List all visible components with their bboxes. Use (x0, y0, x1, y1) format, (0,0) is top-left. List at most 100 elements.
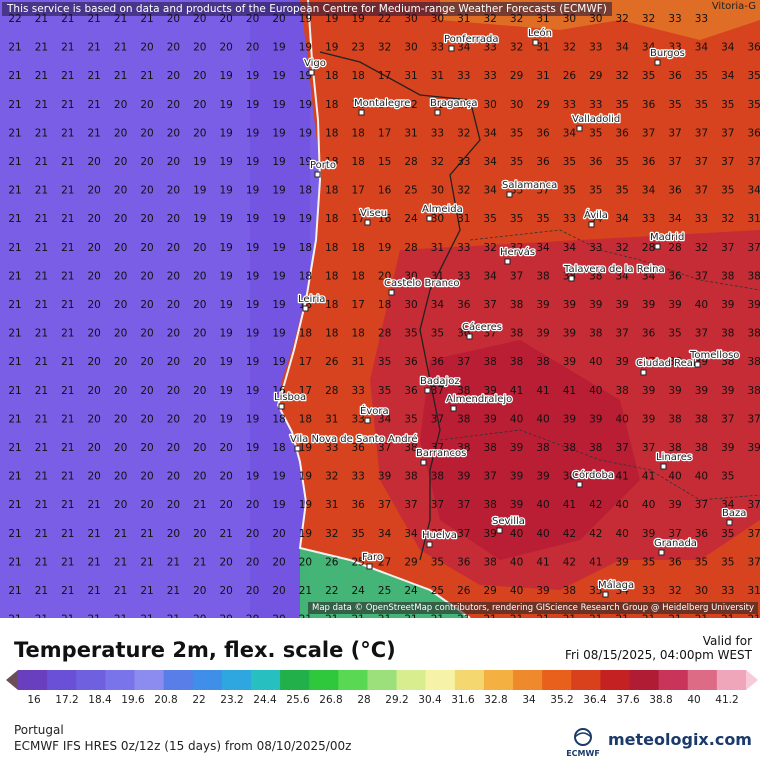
temperature-value: 19 (193, 185, 206, 197)
temperature-value: 21 (35, 385, 48, 397)
temperature-value: 21 (8, 185, 21, 197)
temperature-value: 21 (61, 614, 74, 618)
temperature-value: 20 (114, 99, 127, 111)
temperature-value: 36 (457, 556, 471, 568)
temperature-value: 19 (299, 99, 312, 111)
temperature-value: 33 (457, 156, 470, 168)
temperature-value: 20 (220, 471, 233, 483)
temperature-value: 26 (325, 556, 339, 568)
temperature-value: 20 (220, 585, 233, 597)
temperature-value: 19 (220, 242, 233, 254)
temperature-value: 39 (616, 556, 629, 568)
temperature-value: 39 (510, 499, 523, 511)
colorbar-min-arrow (6, 670, 18, 690)
colorbar-tick-label: 41.2 (715, 694, 739, 706)
temperature-value: 18 (325, 270, 338, 282)
temperature-value: 21 (35, 556, 48, 568)
temperature-value: 36 (748, 42, 760, 54)
temperature-value: 38 (748, 328, 760, 340)
temperature-value: 19 (220, 99, 233, 111)
temperature-value: 34 (695, 42, 709, 54)
temperature-value: 39 (668, 299, 681, 311)
colorbar-ticks: 16 17.2 18.4 19.6 20.8 22 23.2 24.4 25.6 26.8 28 29… (0, 694, 760, 710)
meteologix-brand[interactable]: meteologix.com (608, 730, 752, 749)
colorbar-segment (221, 670, 252, 690)
temperature-value: 20 (114, 471, 127, 483)
city-label: Sevilla (492, 516, 525, 527)
temperature-value: 20 (246, 528, 259, 540)
colorbar-segment (687, 670, 718, 690)
temperature-value: 19 (246, 356, 259, 368)
temperature-value: 24 (404, 585, 418, 597)
temperature-value: 21 (61, 528, 74, 540)
temperature-value: 35 (721, 471, 734, 483)
temperature-value: 20 (193, 42, 206, 54)
temperature-value: 19 (246, 385, 259, 397)
temperature-value: 35 (642, 70, 655, 82)
city-label: Málaga (598, 579, 634, 591)
temperature-value: 29 (589, 70, 602, 82)
temperature-value: 24 (404, 213, 418, 225)
temperature-value: 32 (325, 471, 338, 483)
temperature-value: 37 (668, 127, 681, 139)
temperature-value: 19 (272, 156, 285, 168)
temperature-value: 33 (668, 13, 681, 25)
temperature-value: 36 (431, 356, 445, 368)
coastline (276, 0, 471, 618)
temperature-value: 38 (510, 299, 523, 311)
temperature-value: 38 (404, 442, 417, 454)
temperature-value: 34 (668, 213, 682, 225)
temperature-value: 41 (536, 556, 549, 568)
temperature-value: 37 (748, 413, 760, 425)
temperature-value: 35 (668, 328, 681, 340)
colorbar-segment (47, 670, 77, 690)
temperature-value: 35 (589, 127, 602, 139)
temperature-value: 21 (61, 385, 74, 397)
temperature-value: 32 (457, 127, 470, 139)
temperature-value: 20 (140, 42, 153, 54)
temperature-value: 29 (484, 585, 497, 597)
temperature-value: 19 (299, 499, 312, 511)
temperature-value: 19 (220, 185, 233, 197)
colorbar-segment (396, 670, 427, 690)
temperature-value: 33 (589, 42, 602, 54)
temperature-value: 37 (695, 156, 708, 168)
temperature-value: 33 (457, 70, 470, 82)
temperature-value: 34 (721, 42, 735, 54)
temperature-value: 39 (616, 356, 629, 368)
temperature-value: 35 (695, 70, 708, 82)
cool-coast-band (250, 0, 310, 618)
temperature-value: 21 (35, 99, 48, 111)
temperature-value: 28 (642, 242, 655, 254)
map-attribution[interactable]: Map data © OpenStreetMap contributors, r… (308, 602, 758, 614)
colorbar-segment (338, 670, 369, 690)
temperature-value: 38 (457, 413, 470, 425)
temperature-value: 35 (721, 556, 734, 568)
temperature-value: 30 (589, 13, 602, 25)
temperature-value: 21 (8, 471, 21, 483)
temperature-map[interactable]: 22 21 21 21 21 21 20 20 20 20 20 19 19 19 22 30 30 31 32 32… (0, 0, 760, 618)
temperature-value: 36 (748, 127, 760, 139)
temperature-value: 37 (484, 299, 497, 311)
temperature-value: 21 (140, 585, 153, 597)
temperature-value: 37 (668, 528, 681, 540)
temperature-value: 20 (167, 42, 180, 54)
temperature-value: 38 (668, 413, 681, 425)
temperature-value: 21 (695, 614, 708, 618)
temperature-value: 21 (35, 270, 48, 282)
temperature-value: 21 (431, 614, 444, 618)
temperature-value: 21 (35, 213, 48, 225)
temperature-value: 33 (352, 385, 365, 397)
temperature-value: 40 (695, 471, 708, 483)
temperature-value: 20 (140, 270, 153, 282)
temperature-value: 20 (220, 442, 233, 454)
temperature-value: 37 (695, 499, 708, 511)
temperature-value: 21 (88, 99, 101, 111)
temperature-value: 38 (616, 385, 629, 397)
colorbar-tick-label: 28 (357, 694, 371, 706)
temperature-value: 39 (748, 299, 760, 311)
temperature-value: 17 (299, 356, 312, 368)
temperature-value: 20 (167, 13, 180, 25)
temperature-value: 21 (114, 556, 127, 568)
temperature-value: 35 (431, 528, 444, 540)
